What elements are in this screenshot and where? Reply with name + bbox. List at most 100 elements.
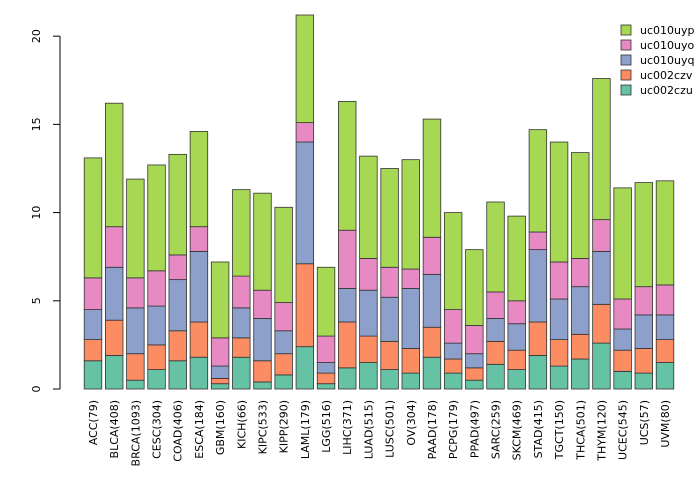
y-tick-label: 20 [30,29,43,43]
bar-segment-uc002czv [83,339,103,362]
bar-segment-uc010uyq [83,309,103,340]
bar-segment-uc002czv [443,358,463,374]
bar-segment-uc010uyp [422,118,442,238]
y-tick-label: 15 [30,117,43,131]
bars [83,14,675,390]
bar-stack [104,102,124,390]
legend-item: uc010uyo [620,39,694,52]
bar-segment-uc010uyq [634,314,654,349]
legend-swatch [620,54,632,66]
bar-stack [274,206,293,390]
bar-segment-uc010uyp [634,182,654,288]
bar-stack [147,164,166,390]
legend-label: uc010uyo [640,39,694,52]
bar-segment-uc002czv [507,349,526,371]
bar-segment-uc010uyp [232,189,251,277]
x-tick-label: THCA(501) [574,400,587,461]
y-tick-label: 5 [30,297,43,304]
bar-segment-uc002czv [655,339,675,363]
bar-stack [465,249,484,390]
x-axis-labels: ACC(79) BLCA(408) BRCA(1093) CESC(304) COAD(… [87,400,672,466]
x-tick-label: UCS(57) [638,400,651,445]
x-tick-label: LUAD(515) [362,400,375,459]
bar-segment-uc002czv [316,372,336,385]
bar-segment-uc010uyo [274,302,293,332]
bar-segment-uc010uyo [528,231,548,251]
bar-stack [168,153,187,390]
bar-segment-uc010uyp [528,129,548,233]
bar-stack [401,159,420,390]
bar-segment-uc002czv [104,319,124,356]
bar-segment-uc010uyo [486,291,505,319]
bar-segment-uc010uyq [549,298,569,341]
bar-segment-uc010uyp [147,164,166,272]
bar-stack [253,192,272,390]
bar-stack [338,101,357,390]
bar-segment-uc010uyq [528,249,548,323]
bar-segment-uc010uyp [592,78,611,221]
bar-segment-uc010uyq [168,279,187,332]
bar-segment-uc010uyq [401,288,420,349]
bar-segment-uc002czv [274,353,293,376]
bar-segment-uc010uyo [401,268,420,289]
bar-segment-uc010uyp [168,153,187,256]
bar-segment-uc002czu [126,379,145,390]
bar-stack [232,189,251,390]
bar-segment-uc010uyq [443,342,463,360]
x-tick-label: LAML(179) [299,400,312,459]
bar-segment-uc002czv [210,378,230,385]
bar-segment-uc010uyp [189,131,209,228]
bar-segment-uc010uyo [168,254,187,281]
bar-segment-uc010uyo [83,277,103,311]
bar-stack [126,178,145,390]
bar-segment-uc002czu [147,369,166,390]
legend-swatch [620,84,632,96]
x-tick-label: LGG(516) [320,400,333,453]
bar-segment-uc010uyo [189,226,209,252]
x-tick-label: KIPC(533) [256,400,269,454]
bar-segment-uc010uyo [634,286,654,316]
bar-segment-uc002czv [338,321,357,369]
bar-segment-uc010uyq [147,305,166,346]
bar-segment-uc010uyq [253,318,272,362]
bar-segment-uc002czu [465,379,484,390]
bar-stack [210,261,230,390]
bar-segment-uc002czv [253,360,272,383]
bar-segment-uc010uyp [443,212,463,311]
bar-segment-uc010uyo [613,298,632,330]
bar-segment-uc010uyo [210,337,230,367]
bar-segment-uc010uyp [316,266,336,337]
x-tick-label: SKCM(469) [511,400,524,460]
bar-segment-uc010uyp [401,159,420,270]
bar-segment-uc010uyq [295,141,315,265]
bar-segment-uc010uyp [507,215,526,302]
bar-segment-uc002czv [465,367,484,381]
bar-segment-uc010uyp [380,168,399,268]
x-tick-label: KIPP(290) [278,400,291,453]
bar-segment-uc010uyq [359,289,378,337]
bar-segment-uc002czu [422,356,442,390]
legend-swatch [620,39,632,51]
bar-segment-uc010uyo [295,122,315,143]
bar-segment-uc002czv [189,321,209,358]
x-tick-label: PAAD(178) [426,400,439,459]
bar-segment-uc002czu [359,362,378,390]
bar-segment-uc002czu [295,346,315,390]
bar-segment-uc010uyq [274,330,293,355]
bar-segment-uc002czv [359,335,378,363]
bar-stack [486,201,505,390]
bar-segment-uc010uyo [655,284,675,316]
bar-segment-uc002czu [189,356,209,390]
x-tick-label: LUSC(501) [384,400,397,458]
bar-segment-uc002czv [147,344,166,370]
bar-stack [443,212,463,390]
bar-segment-uc010uyp [465,249,484,326]
legend-label: uc010uyp [640,24,694,37]
bar-segment-uc002czu [655,362,675,390]
bar-segment-uc002czv [571,333,590,360]
bar-segment-uc010uyq [380,296,399,342]
bar-segment-uc002czv [295,263,315,348]
bar-segment-uc010uyo [549,261,569,300]
bar-segment-uc002czv [549,339,569,367]
